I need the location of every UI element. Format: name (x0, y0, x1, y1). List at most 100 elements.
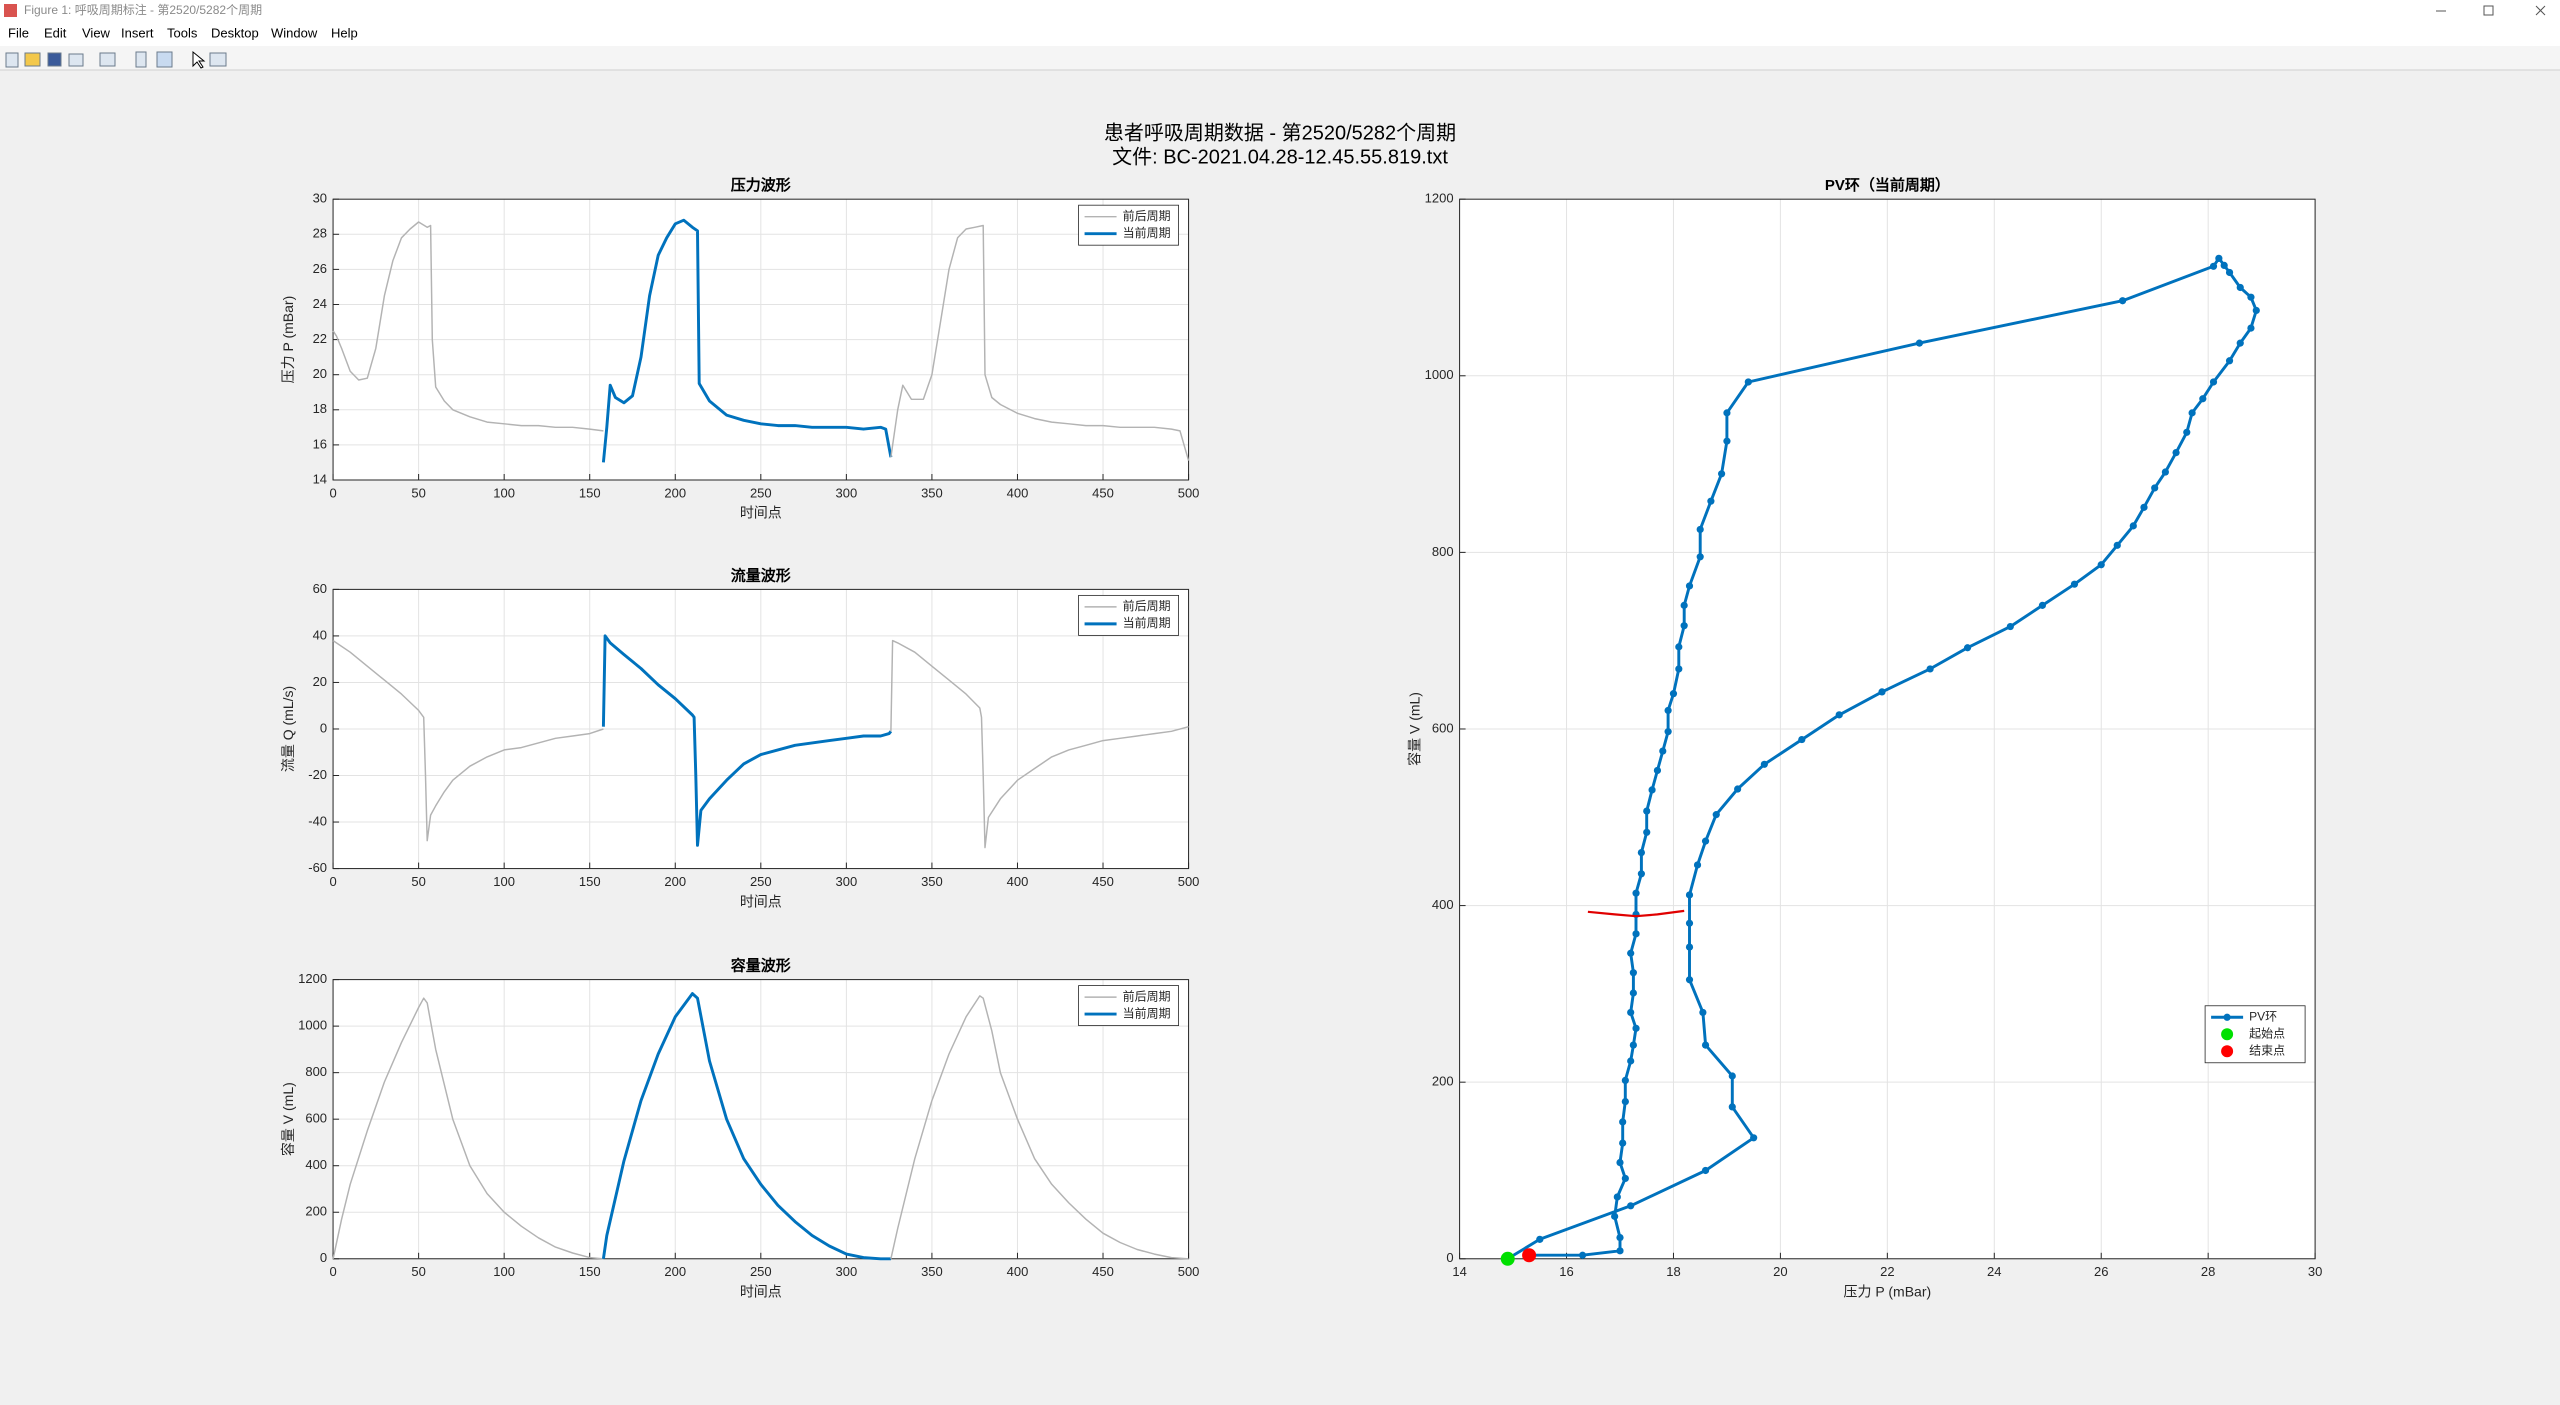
print-button[interactable] (68, 53, 84, 67)
vertex-marker (2225, 357, 2234, 365)
new-button[interactable] (5, 52, 19, 68)
y-tick-label: 18 (313, 401, 327, 416)
vertex-marker (1744, 378, 1752, 386)
menu-bar (0, 22, 2560, 46)
series-line (1587, 909, 1685, 918)
y-tick-label: -60 (308, 860, 327, 875)
legend-label: 前后周期 (1123, 598, 1171, 613)
axes-title: 流量波形 (731, 566, 791, 584)
title-bar (0, 0, 2560, 22)
vertex-marker (1707, 497, 1715, 505)
y-tick-label: 22 (313, 331, 327, 346)
vertex-marker (1701, 837, 1710, 845)
window-controls[interactable] (2436, 5, 2546, 16)
close[interactable] (2535, 5, 2546, 16)
y-tick-label: 400 (1432, 897, 1454, 912)
legend-label: 起始点 (2249, 1026, 2285, 1040)
toolbar (0, 46, 2560, 70)
vertex-marker (1637, 870, 1645, 878)
vertex-marker (2006, 622, 2014, 631)
toolbar-buttons[interactable] (5, 50, 227, 69)
x-tick-label: 100 (493, 485, 515, 500)
menu-item[interactable]: View (82, 25, 111, 40)
vertex-marker (1728, 1103, 1736, 1111)
x-tick-label: 20 (1773, 1264, 1787, 1279)
series-line (332, 221, 604, 432)
x-tick-label: 22 (1880, 1264, 1894, 1279)
vertex-marker (2236, 339, 2244, 347)
series-line (890, 995, 1189, 1260)
y-tick-label: 30 (313, 191, 327, 206)
vertex-marker (2236, 283, 2244, 292)
open-button[interactable] (24, 52, 41, 67)
vertex-marker (2172, 449, 2180, 457)
figure-title: 患者呼吸周期数据 - 第2520/5282个周期 (1104, 121, 1456, 144)
menu-item[interactable]: Edit (44, 25, 67, 40)
select-button[interactable] (192, 50, 206, 69)
property-editor-button[interactable] (156, 51, 173, 68)
save-button[interactable] (47, 52, 62, 67)
vertex-marker (1685, 943, 1694, 951)
vertex-marker (1878, 688, 1886, 696)
x-tick-label: 150 (579, 485, 601, 500)
vertex-marker (1723, 409, 1731, 417)
vertex-marker (1616, 1247, 1624, 1255)
plot-browser-button[interactable] (209, 52, 227, 67)
vertex-marker (1619, 1118, 1627, 1126)
vertex-marker (1734, 785, 1742, 793)
vertex-marker (1963, 644, 1972, 652)
y-tick-label: 24 (313, 296, 327, 311)
print-preview-button[interactable] (99, 52, 116, 67)
x-tick-label: 350 (921, 874, 943, 889)
restore[interactable] (2483, 5, 2494, 16)
vertex-marker (2247, 324, 2255, 332)
vertex-marker (1680, 622, 1688, 630)
vertex-marker (1629, 989, 1637, 997)
vertex-marker (1699, 1008, 1707, 1017)
x-tick-label: 50 (411, 485, 425, 500)
series-line (890, 639, 1189, 849)
axes-title: PV环（当前周期） (1825, 176, 1950, 194)
menu-item[interactable]: Tools (167, 25, 198, 40)
y-tick-label: 20 (313, 674, 327, 689)
y-axis-label: 压力 P (mBar) (280, 296, 296, 384)
vertex-marker (2070, 580, 2079, 588)
vertex-marker (1632, 889, 1640, 897)
y-tick-label: 40 (313, 627, 327, 642)
vertex-marker (1680, 601, 1688, 609)
vertex-marker (2220, 261, 2228, 270)
legend-box (1078, 985, 1179, 1026)
y-tick-label: 1200 (298, 971, 327, 986)
x-tick-label: 50 (411, 874, 425, 889)
axes-box (1459, 198, 2316, 1260)
x-tick-label: 200 (664, 1264, 686, 1279)
dock-button[interactable] (135, 51, 147, 68)
series-line (601, 992, 891, 1261)
vertex-marker (1685, 919, 1694, 927)
vertex-marker (2247, 293, 2255, 301)
x-tick-label: 450 (1092, 874, 1114, 889)
menu-item[interactable]: Window (271, 25, 318, 40)
vertex-marker (2188, 409, 2196, 417)
vertex-marker (1611, 1212, 1619, 1220)
y-tick-label: 400 (305, 1157, 327, 1172)
menu-item[interactable]: Help (331, 25, 358, 40)
vertex-marker (1632, 1024, 1640, 1032)
x-tick-label: 300 (836, 1264, 858, 1279)
vertex-marker (1637, 848, 1645, 857)
vertex-marker (1578, 1251, 1587, 1259)
axes: 0 50 100 150 200 250 300 350 400 450 500 0 200 400 600… (280, 957, 1200, 1300)
vertex-marker (2215, 254, 2223, 262)
vertex-marker (2209, 262, 2218, 270)
menu-item[interactable]: Insert (121, 25, 154, 40)
point-marker (1522, 1248, 1537, 1263)
app-icon (4, 4, 17, 17)
x-tick-label: 500 (1178, 874, 1200, 889)
menu-item[interactable]: Desktop (211, 25, 259, 40)
vertex-marker (2038, 601, 2047, 609)
y-tick-label: 1200 (1425, 191, 1454, 206)
vertex-marker (1701, 1041, 1710, 1049)
menu-item[interactable]: File (8, 25, 29, 40)
vertex-marker (1717, 470, 1726, 478)
y-tick-label: -20 (308, 767, 327, 782)
